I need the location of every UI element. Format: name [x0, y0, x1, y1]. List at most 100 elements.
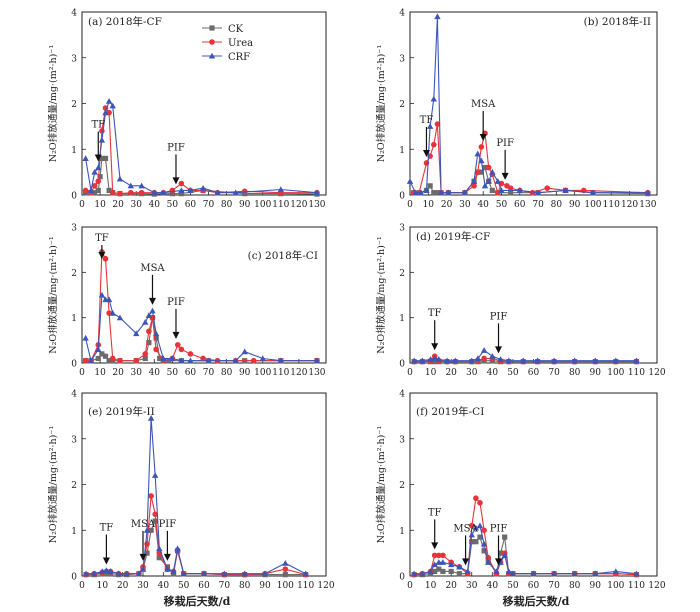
data-point — [156, 545, 163, 552]
plot-frame — [81, 226, 327, 364]
x-tick-label: 40 — [487, 368, 499, 378]
data-point — [436, 566, 442, 572]
data-point — [468, 357, 475, 364]
annotation-arrowhead — [102, 557, 110, 565]
data-point — [456, 563, 463, 570]
data-point — [277, 186, 285, 193]
x-tick-label: 50 — [507, 368, 519, 378]
data-point — [417, 189, 425, 196]
data-point — [473, 539, 479, 545]
panel-title: (a) 2018年-CF — [88, 15, 162, 28]
x-tick-label: 10 — [425, 581, 437, 591]
annotation-arrowhead — [431, 542, 439, 550]
annotation-msa: MSA — [140, 263, 165, 305]
series-line — [85, 100, 318, 194]
x-tick-label: 0 — [79, 581, 85, 591]
data-point — [464, 568, 471, 574]
annotation-arrowhead — [431, 343, 439, 351]
data-point — [169, 355, 176, 362]
series-crf — [406, 13, 652, 196]
data-point — [105, 98, 113, 104]
x-tick-label: 20 — [441, 200, 453, 210]
data-point — [478, 144, 485, 150]
data-point — [562, 187, 569, 193]
data-point — [633, 357, 640, 364]
data-point — [109, 189, 116, 196]
data-point — [102, 109, 109, 116]
data-point — [434, 121, 441, 127]
x-tick-label: 100 — [584, 200, 601, 210]
x-tick-label: 70 — [548, 368, 560, 378]
data-point — [157, 355, 163, 362]
data-point — [95, 178, 102, 185]
x-tick-label: 80 — [221, 368, 233, 378]
data-point — [102, 155, 109, 161]
legend-label: CK — [228, 24, 244, 35]
data-point — [430, 141, 437, 148]
data-point — [87, 357, 95, 364]
annotation-arrowhead — [98, 252, 106, 259]
data-point — [144, 550, 150, 556]
data-point — [489, 168, 496, 175]
y-tick-label: 2 — [71, 481, 77, 491]
data-point — [476, 522, 484, 529]
annotation-tf: TF — [428, 507, 442, 550]
data-point — [152, 511, 158, 518]
x-tick-label: 80 — [551, 200, 563, 210]
x-tick-label: 100 — [607, 368, 624, 378]
data-point — [436, 552, 442, 559]
annotation-msa: MSA — [453, 523, 479, 566]
series-line — [413, 124, 648, 195]
y-tick-label: 2 — [399, 481, 405, 491]
data-point — [169, 187, 176, 194]
data-point — [493, 568, 500, 574]
x-tick-label: 100 — [254, 368, 271, 378]
annotation-label: TF — [95, 233, 109, 244]
data-point — [107, 568, 114, 574]
plot-frame — [409, 226, 658, 364]
data-point — [153, 346, 159, 353]
data-point — [410, 357, 418, 364]
data-point — [153, 335, 159, 341]
x-tick-label: 50 — [167, 368, 179, 378]
series-crf — [410, 522, 640, 577]
data-point — [430, 95, 437, 102]
data-point — [443, 357, 451, 364]
annotation-tf: TF — [420, 115, 433, 157]
plot-frame — [81, 392, 327, 577]
x-tick-label: 40 — [477, 200, 489, 210]
data-point — [434, 13, 441, 20]
series-line — [85, 293, 317, 363]
x-tick-label: 90 — [590, 368, 602, 378]
data-point — [432, 359, 438, 365]
data-point — [432, 568, 438, 575]
data-point — [82, 187, 89, 194]
data-point — [412, 189, 419, 196]
annotation-pif: PIF — [159, 519, 176, 561]
data-point — [95, 346, 102, 352]
annotation-pif: PIF — [167, 142, 185, 185]
data-point — [489, 187, 495, 194]
data-point — [178, 191, 185, 197]
panel-2: 0 10 20 30 40 50 60 70 80 90 100 110 120 130 0 1 2 3 4 N₂O排… — [375, 9, 658, 210]
series-line — [414, 535, 637, 576]
annotation-tf: TF — [428, 308, 442, 351]
plot-frame — [409, 392, 658, 577]
annotation-arrowhead — [495, 346, 503, 354]
data-point — [508, 190, 514, 196]
data-point — [277, 357, 285, 364]
data-point — [187, 187, 194, 193]
data-point — [106, 358, 112, 364]
data-point — [200, 355, 206, 362]
data-point — [102, 255, 109, 262]
data-point — [164, 565, 171, 572]
data-point — [520, 357, 527, 364]
data-point — [489, 353, 496, 359]
data-point — [633, 570, 640, 577]
data-point — [423, 187, 430, 193]
data-point — [174, 342, 181, 348]
data-point — [485, 559, 492, 565]
y-tick-label: 2 — [71, 269, 77, 279]
data-point — [481, 355, 487, 362]
x-tick-label: 80 — [569, 368, 581, 378]
